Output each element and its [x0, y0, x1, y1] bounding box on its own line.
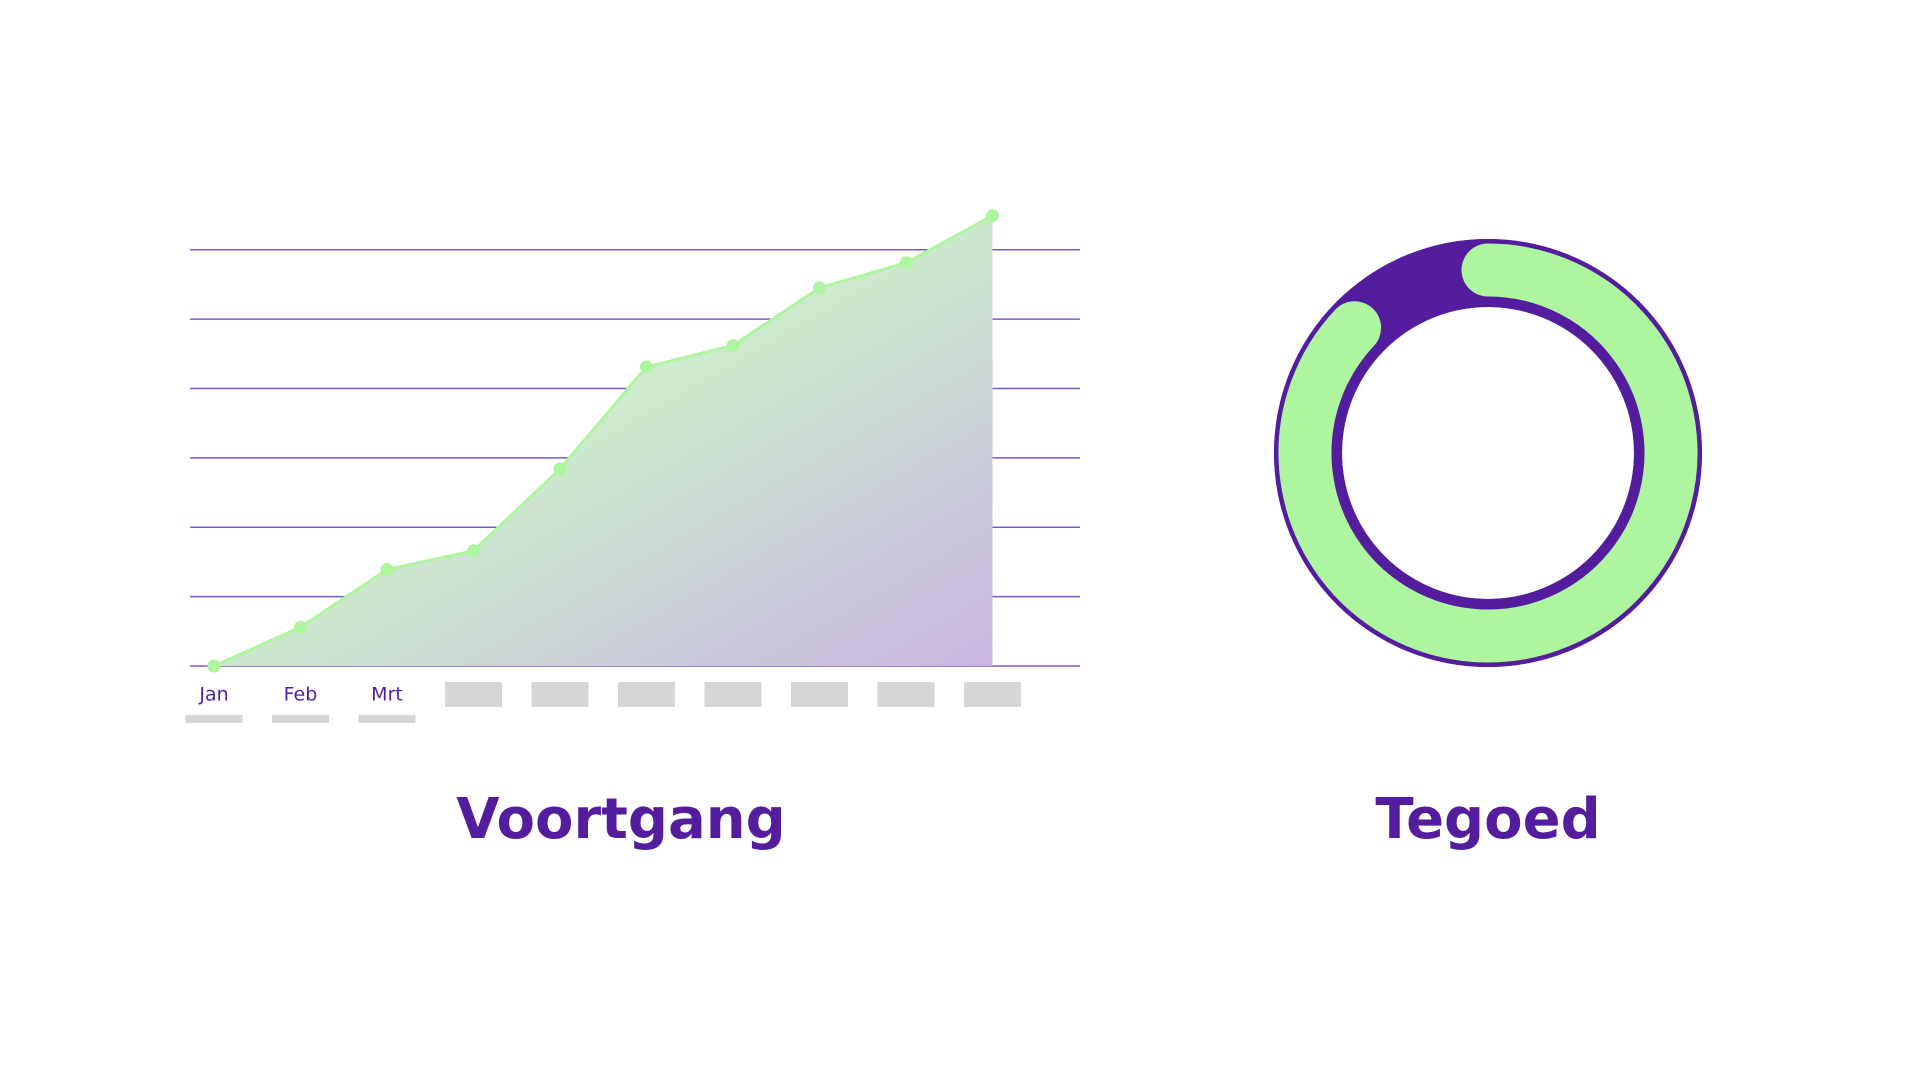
point	[380, 563, 394, 577]
x-tick-label: Mrt	[371, 684, 403, 706]
area	[214, 215, 993, 666]
point	[726, 338, 740, 352]
label-underline	[185, 715, 243, 723]
point	[207, 659, 221, 673]
label-underline	[272, 715, 329, 723]
point	[294, 620, 307, 634]
x-tick-label: Jan	[198, 684, 228, 706]
donut-white-gap-outer	[1274, 239, 1702, 667]
donut-hole	[1342, 307, 1634, 599]
chart-title: Tegoed	[1375, 787, 1600, 852]
point	[813, 281, 826, 295]
label-placeholder	[877, 682, 935, 707]
label-placeholder	[964, 682, 1021, 707]
label-placeholder	[618, 682, 675, 707]
label-placeholder	[445, 682, 502, 707]
donut-inner-border	[1336, 301, 1640, 605]
point	[899, 256, 913, 270]
chart-title: Voortgang	[456, 787, 785, 852]
line	[213, 214, 994, 668]
label-placeholder	[791, 682, 848, 707]
label-underline	[358, 715, 416, 723]
x-tick-label: Feb	[284, 684, 318, 706]
label-placeholder	[704, 682, 762, 707]
point	[467, 544, 480, 558]
point	[553, 462, 567, 476]
label-placeholder	[531, 682, 589, 707]
donut-segment	[1278, 243, 1698, 663]
point	[640, 360, 653, 374]
point	[986, 209, 999, 223]
